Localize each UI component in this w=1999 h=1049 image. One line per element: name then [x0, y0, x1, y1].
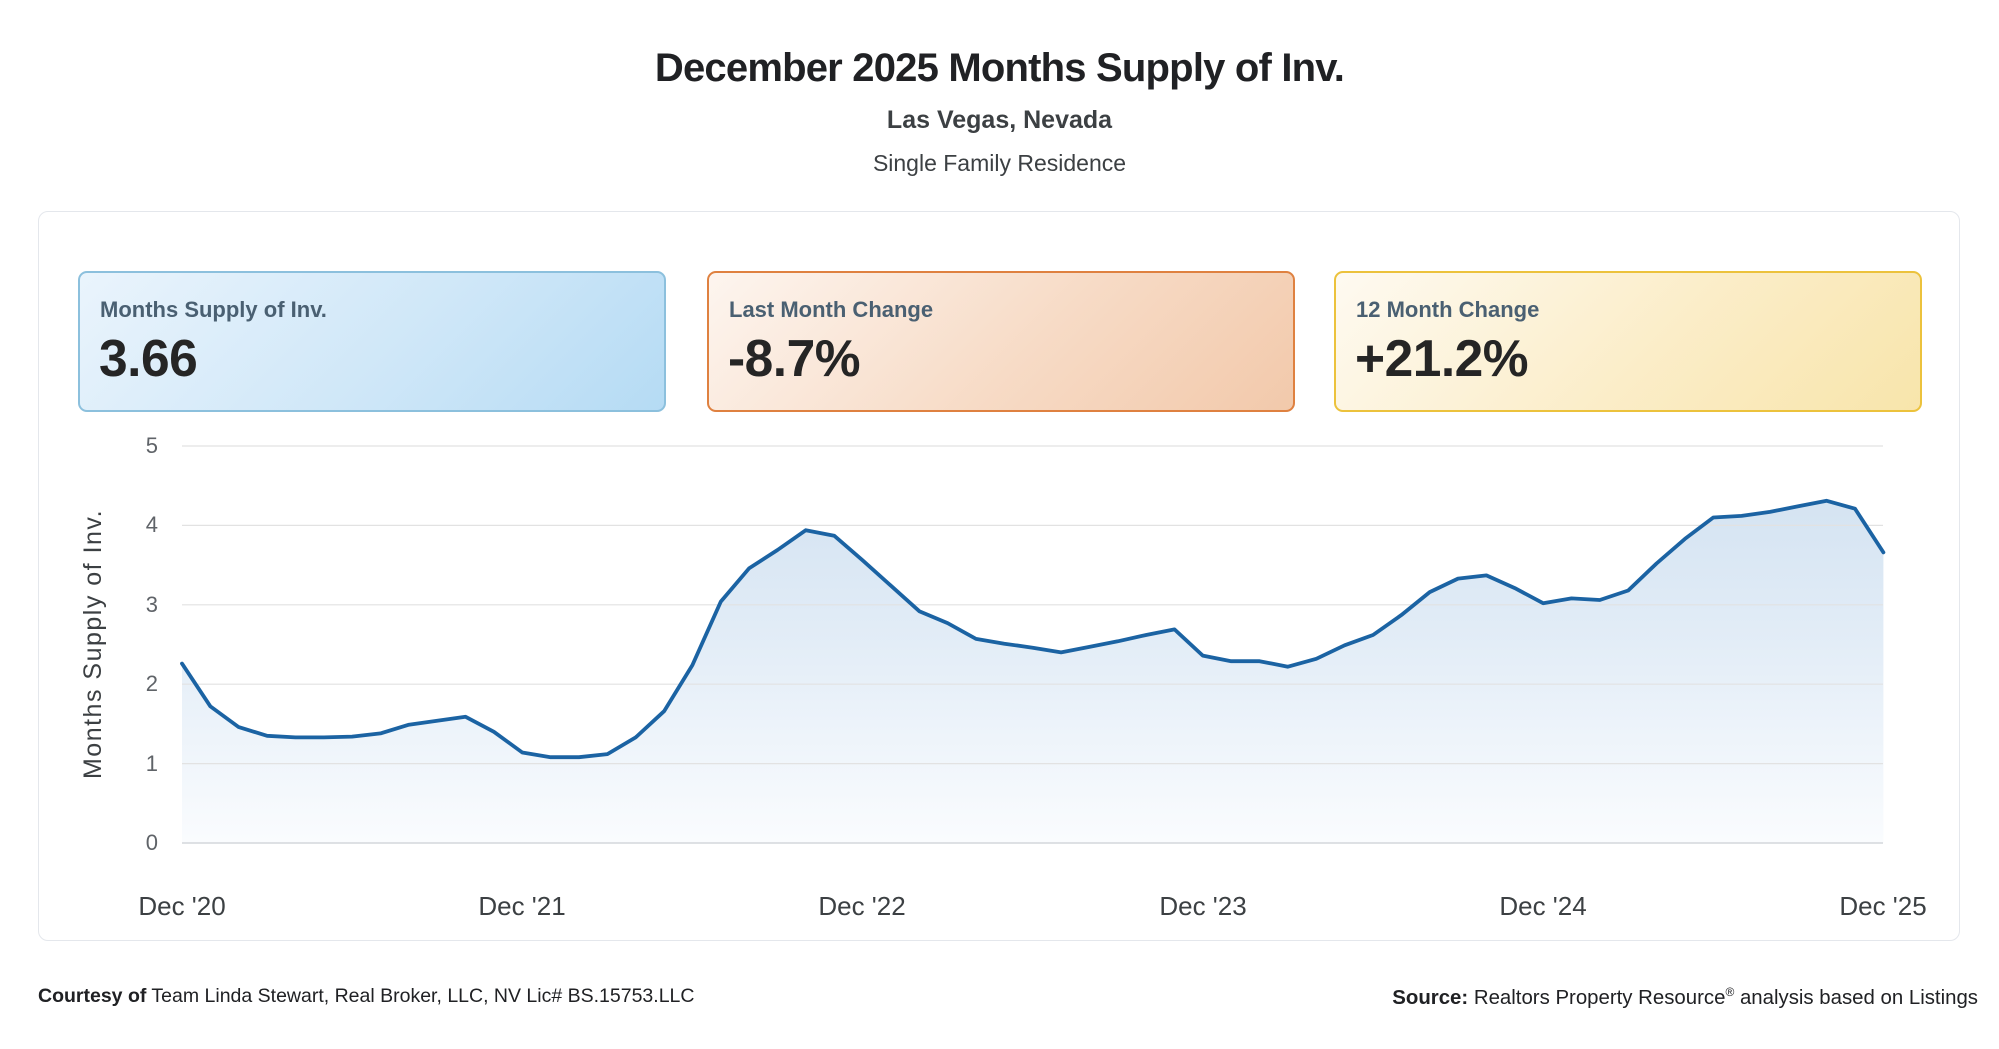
svg-text:Months Supply of Inv.: Months Supply of Inv.	[79, 509, 107, 779]
svg-text:1: 1	[146, 751, 158, 776]
svg-text:Dec '22: Dec '22	[818, 891, 905, 921]
svg-text:3: 3	[146, 592, 158, 617]
svg-text:Dec '25: Dec '25	[1839, 891, 1926, 921]
svg-text:Dec '23: Dec '23	[1159, 891, 1246, 921]
svg-text:Dec '24: Dec '24	[1499, 891, 1586, 921]
svg-text:5: 5	[146, 433, 158, 458]
svg-text:4: 4	[146, 512, 158, 537]
svg-text:Dec '20: Dec '20	[138, 891, 225, 921]
svg-text:2: 2	[146, 671, 158, 696]
svg-text:Dec '21: Dec '21	[478, 891, 565, 921]
svg-text:0: 0	[146, 830, 158, 855]
